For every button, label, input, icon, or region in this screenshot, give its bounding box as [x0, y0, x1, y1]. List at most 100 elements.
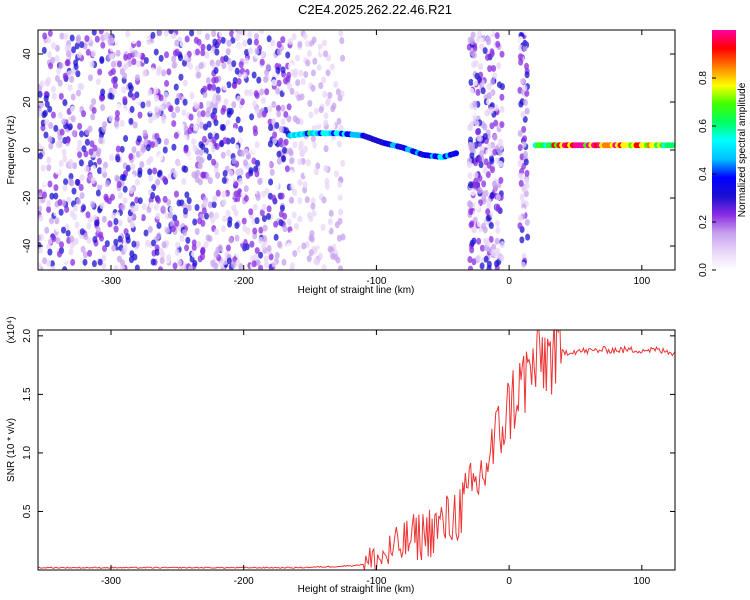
- noise-cell: [182, 134, 188, 142]
- noise-cell: [258, 236, 264, 244]
- noise-cell: [476, 134, 482, 142]
- noise-cell: [90, 176, 96, 184]
- noise-cell: [279, 192, 285, 200]
- noise-cell: [522, 135, 528, 143]
- noise-cell: [518, 179, 524, 187]
- noise-cell: [192, 187, 198, 195]
- noise-cell: [226, 257, 232, 265]
- noise-cell: [499, 93, 505, 101]
- noise-cell: [311, 141, 317, 149]
- noise-cell: [158, 94, 164, 102]
- noise-cell: [220, 151, 226, 159]
- noise-cell: [226, 110, 232, 118]
- noise-cell: [198, 141, 204, 149]
- noise-cell: [482, 166, 488, 174]
- noise-cell: [165, 227, 171, 235]
- noise-cell: [113, 264, 119, 270]
- noise-cell: [322, 90, 328, 98]
- noise-cell: [486, 265, 492, 270]
- noise-cell: [288, 62, 294, 70]
- noise-cell: [137, 167, 143, 175]
- snr-x-label: Height of straight line (km): [298, 584, 415, 595]
- noise-cell: [519, 77, 525, 85]
- y-tick-label: 1.5: [22, 387, 33, 401]
- noise-cell: [238, 236, 244, 244]
- noise-cell: [249, 113, 255, 121]
- x-tick-label: -300: [101, 576, 121, 587]
- noise-cell: [72, 162, 78, 170]
- noise-cell: [50, 85, 56, 93]
- noise-cell: [263, 255, 269, 263]
- noise-cell: [115, 49, 121, 57]
- noise-cell: [266, 212, 272, 220]
- noise-cell: [235, 251, 241, 259]
- noise-cell: [42, 178, 48, 186]
- x-tick-label: -100: [366, 576, 386, 587]
- noise-cell: [307, 99, 313, 107]
- noise-cell: [206, 120, 212, 128]
- noise-cell: [520, 110, 526, 118]
- noise-cell: [492, 133, 498, 141]
- noise-cell: [73, 59, 79, 67]
- noise-cell: [115, 145, 121, 153]
- noise-cell: [182, 79, 188, 87]
- noise-cell: [522, 39, 528, 47]
- noise-cell: [95, 226, 101, 234]
- noise-cell: [145, 144, 151, 152]
- noise-cell: [119, 119, 125, 127]
- noise-cell: [171, 55, 177, 63]
- noise-cell: [284, 165, 290, 173]
- noise-cell: [211, 30, 217, 38]
- noise-cell: [178, 54, 184, 62]
- noise-cell: [38, 205, 42, 213]
- noise-cell: [73, 237, 79, 245]
- y-tick-label: -20: [22, 190, 33, 205]
- noise-cell: [215, 59, 221, 67]
- noise-cell: [524, 169, 530, 177]
- noise-cell: [524, 218, 530, 226]
- noise-cell: [468, 201, 474, 209]
- noise-cell: [153, 105, 159, 113]
- noise-cell: [41, 191, 47, 199]
- noise-cell: [310, 197, 316, 205]
- noise-cell: [234, 144, 240, 152]
- noise-cell: [253, 38, 259, 46]
- noise-cell: [97, 183, 103, 191]
- noise-cell: [340, 54, 346, 62]
- noise-cell: [202, 199, 208, 207]
- noise-cell: [58, 62, 64, 70]
- noise-cell: [63, 178, 69, 186]
- noise-cell: [225, 149, 231, 157]
- noise-cell: [219, 260, 225, 268]
- noise-cell: [74, 178, 80, 186]
- noise-cell: [51, 42, 57, 50]
- noise-cell: [524, 62, 530, 70]
- noise-cell: [288, 169, 294, 177]
- x-tick-label: 100: [633, 576, 650, 587]
- noise-cell: [247, 139, 253, 147]
- noise-cell: [525, 233, 531, 241]
- noise-cell: [183, 165, 189, 173]
- noise-cell: [488, 222, 494, 230]
- noise-cell: [114, 174, 120, 182]
- noise-cell: [99, 94, 105, 102]
- noise-cell: [54, 148, 60, 156]
- noise-cell: [254, 247, 260, 255]
- noise-cell: [71, 129, 77, 137]
- noise-cell: [46, 36, 52, 44]
- noise-cell: [121, 174, 127, 182]
- noise-cell: [281, 258, 287, 266]
- noise-cell: [49, 260, 55, 268]
- noise-cell: [144, 181, 150, 189]
- noise-cell: [182, 229, 188, 237]
- noise-cell: [470, 109, 476, 117]
- noise-cell: [212, 113, 218, 121]
- noise-cell: [46, 76, 52, 84]
- noise-cell: [268, 123, 274, 131]
- noise-cell: [54, 167, 60, 175]
- noise-cell: [252, 187, 258, 195]
- noise-cell: [470, 38, 476, 46]
- noise-cell: [288, 230, 294, 238]
- noise-cell: [174, 248, 180, 256]
- noise-cell: [82, 258, 88, 266]
